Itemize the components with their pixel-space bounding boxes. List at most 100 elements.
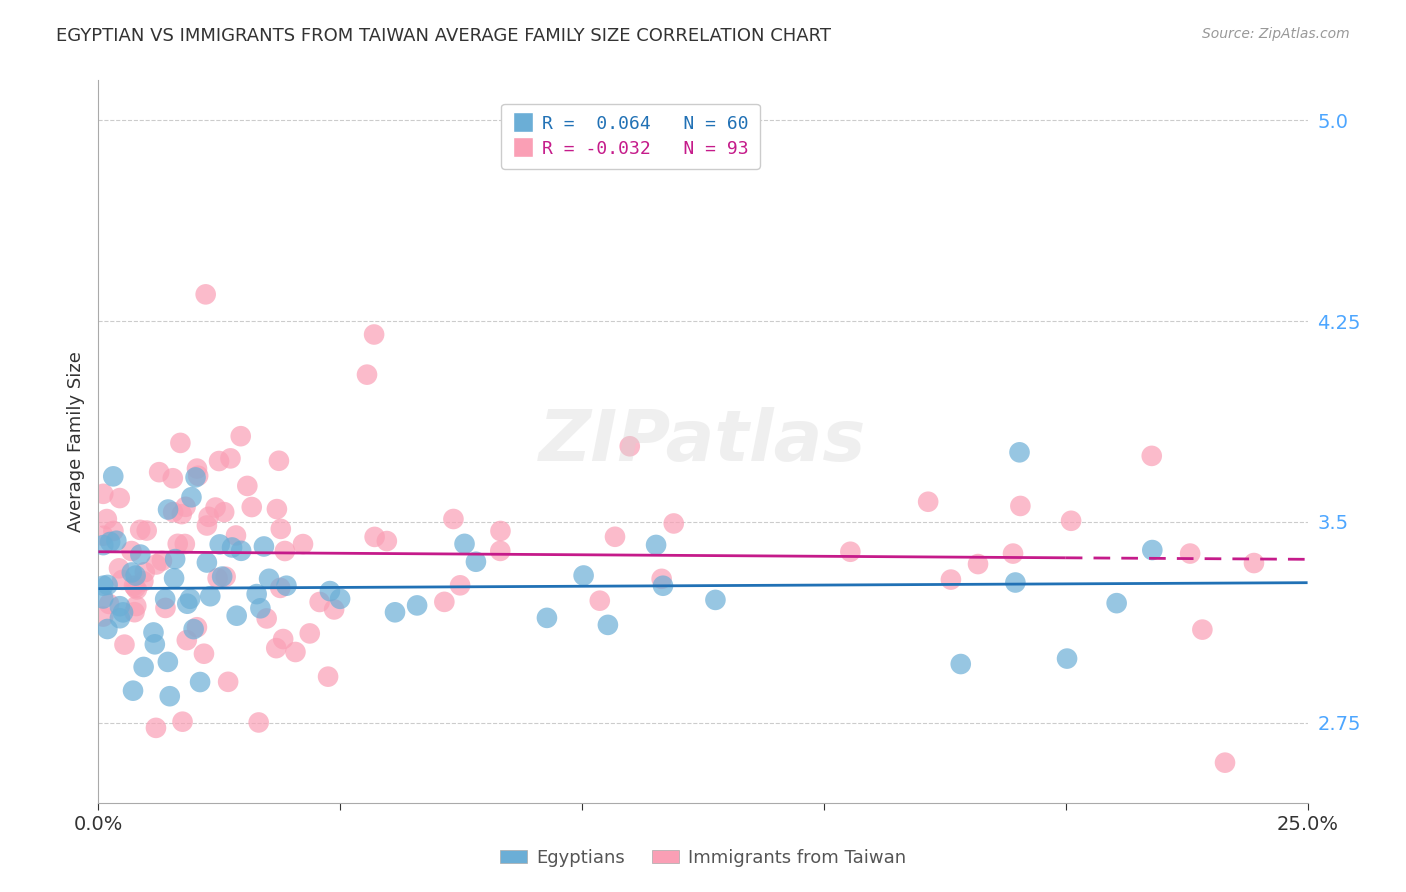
Egyptians xyxy=(105,533,128,548)
Immigrants from Taiwan xyxy=(91,487,114,501)
Egyptians xyxy=(142,625,165,640)
Egyptians xyxy=(91,538,114,552)
Immigrants from Taiwan xyxy=(124,605,146,619)
Immigrants from Taiwan xyxy=(193,647,215,661)
Immigrants from Taiwan xyxy=(207,571,229,585)
Immigrants from Taiwan xyxy=(284,645,307,659)
Immigrants from Taiwan xyxy=(148,465,170,479)
Immigrants from Taiwan xyxy=(1010,499,1032,513)
Y-axis label: Average Family Size: Average Family Size xyxy=(66,351,84,532)
Egyptians xyxy=(253,540,276,554)
Egyptians xyxy=(176,597,198,611)
Egyptians xyxy=(179,591,201,606)
Immigrants from Taiwan xyxy=(169,436,191,450)
Egyptians xyxy=(96,622,118,636)
Immigrants from Taiwan xyxy=(145,721,167,735)
Immigrants from Taiwan xyxy=(162,471,184,485)
Egyptians xyxy=(122,683,145,698)
Immigrants from Taiwan xyxy=(187,468,209,483)
Egyptians xyxy=(124,568,146,582)
Immigrants from Taiwan xyxy=(939,573,962,587)
Immigrants from Taiwan xyxy=(1002,547,1025,561)
Egyptians xyxy=(246,587,269,601)
Immigrants from Taiwan xyxy=(219,451,242,466)
Immigrants from Taiwan xyxy=(135,524,157,538)
Immigrants from Taiwan xyxy=(247,715,270,730)
Egyptians xyxy=(195,556,218,570)
Immigrants from Taiwan xyxy=(162,505,184,519)
Egyptians xyxy=(98,535,121,549)
Immigrants from Taiwan xyxy=(155,601,177,615)
Immigrants from Taiwan xyxy=(150,554,173,568)
Egyptians xyxy=(949,657,972,671)
Immigrants from Taiwan xyxy=(316,670,339,684)
Egyptians xyxy=(406,599,429,613)
Immigrants from Taiwan xyxy=(208,454,231,468)
Egyptians xyxy=(225,608,247,623)
Immigrants from Taiwan xyxy=(271,632,294,646)
Immigrants from Taiwan xyxy=(194,287,217,301)
Egyptians xyxy=(652,579,675,593)
Egyptians xyxy=(572,568,595,582)
Egyptians xyxy=(112,606,135,620)
Immigrants from Taiwan xyxy=(129,523,152,537)
Egyptians xyxy=(108,611,131,625)
Immigrants from Taiwan xyxy=(122,579,145,593)
Immigrants from Taiwan xyxy=(229,429,252,443)
Egyptians xyxy=(231,544,253,558)
Egyptians xyxy=(329,591,352,606)
Immigrants from Taiwan xyxy=(449,578,471,592)
Immigrants from Taiwan xyxy=(267,454,290,468)
Egyptians xyxy=(465,555,488,569)
Immigrants from Taiwan xyxy=(145,558,167,572)
Immigrants from Taiwan xyxy=(967,557,990,571)
Egyptians xyxy=(257,572,280,586)
Immigrants from Taiwan xyxy=(489,524,512,538)
Immigrants from Taiwan xyxy=(292,537,315,551)
Immigrants from Taiwan xyxy=(197,509,219,524)
Immigrants from Taiwan xyxy=(589,593,612,607)
Egyptians xyxy=(103,469,125,483)
Immigrants from Taiwan xyxy=(1140,449,1163,463)
Immigrants from Taiwan xyxy=(212,505,235,519)
Egyptians xyxy=(453,537,475,551)
Immigrants from Taiwan xyxy=(111,573,134,587)
Immigrants from Taiwan xyxy=(323,602,346,616)
Egyptians xyxy=(1008,445,1031,459)
Egyptians xyxy=(129,548,152,562)
Immigrants from Taiwan xyxy=(121,544,143,558)
Immigrants from Taiwan xyxy=(489,544,512,558)
Egyptians xyxy=(645,538,668,552)
Immigrants from Taiwan xyxy=(195,518,218,533)
Egyptians xyxy=(704,593,727,607)
Immigrants from Taiwan xyxy=(1060,514,1083,528)
Immigrants from Taiwan xyxy=(108,491,131,505)
Egyptians xyxy=(108,599,131,614)
Egyptians xyxy=(596,618,619,632)
Immigrants from Taiwan xyxy=(356,368,378,382)
Egyptians xyxy=(183,622,205,636)
Egyptians xyxy=(159,689,181,703)
Egyptians xyxy=(165,552,187,566)
Immigrants from Taiwan xyxy=(308,595,330,609)
Egyptians xyxy=(97,578,120,592)
Egyptians xyxy=(91,579,114,593)
Immigrants from Taiwan xyxy=(603,530,626,544)
Immigrants from Taiwan xyxy=(363,327,385,342)
Immigrants from Taiwan xyxy=(270,522,292,536)
Egyptians xyxy=(1004,575,1026,590)
Immigrants from Taiwan xyxy=(134,565,156,579)
Immigrants from Taiwan xyxy=(225,528,247,542)
Immigrants from Taiwan xyxy=(298,626,321,640)
Immigrants from Taiwan xyxy=(240,500,263,514)
Egyptians xyxy=(211,569,233,583)
Text: ZIPatlas: ZIPatlas xyxy=(540,407,866,476)
Immigrants from Taiwan xyxy=(264,641,287,656)
Immigrants from Taiwan xyxy=(1191,623,1213,637)
Immigrants from Taiwan xyxy=(363,530,385,544)
Egyptians xyxy=(121,566,143,580)
Immigrants from Taiwan xyxy=(170,507,193,521)
Immigrants from Taiwan xyxy=(186,620,208,634)
Immigrants from Taiwan xyxy=(176,633,198,648)
Egyptians xyxy=(1105,596,1128,610)
